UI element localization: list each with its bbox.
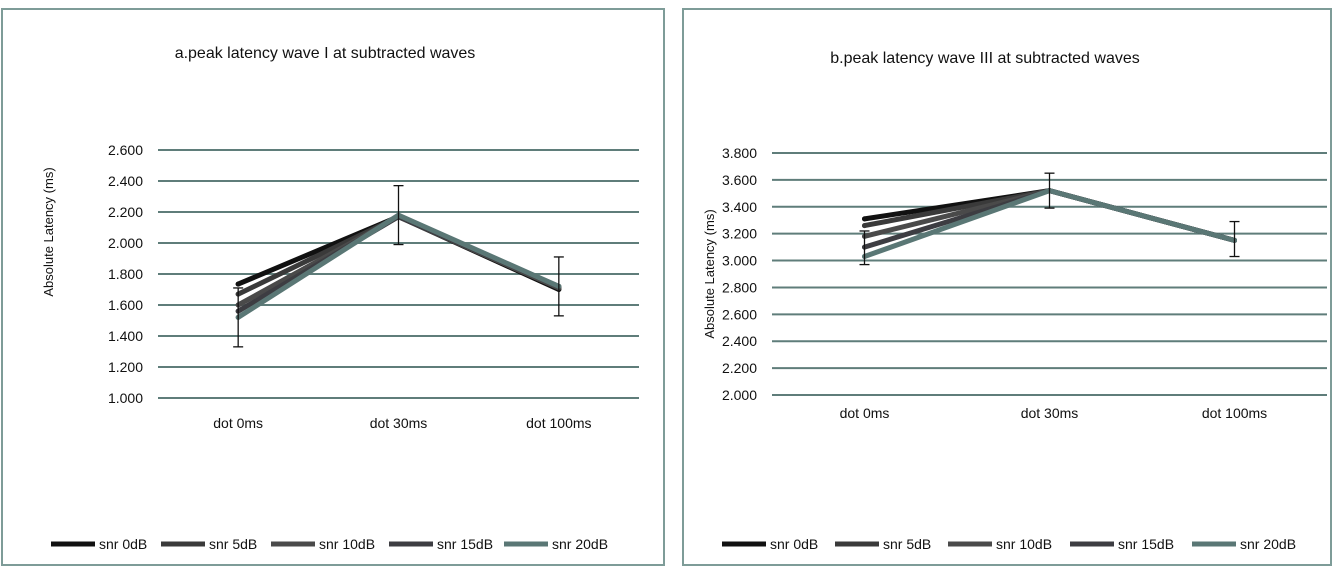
y-tick-label: 3.600 [722,172,757,188]
y-tick-label: 2.000 [108,235,143,251]
x-category-label: dot 0ms [213,415,263,431]
chart-title: a.peak latency wave I at subtracted wave… [175,45,476,62]
y-tick-label: 1.600 [108,297,143,313]
x-category-label: dot 30ms [370,415,428,431]
x-category-label: dot 30ms [1021,405,1079,421]
y-tick-label: 2.800 [722,279,757,295]
legend-label: snr 15dB [1118,536,1174,552]
x-category-label: dot 0ms [840,405,890,421]
y-tick-label: 2.200 [108,204,143,220]
legend-label: snr 20dB [552,536,608,552]
y-tick-label: 1.000 [108,390,143,406]
x-category-label: dot 100ms [526,415,591,431]
y-tick-label: 3.200 [722,226,757,242]
chart-svg-wave-iii: b.peak latency wave III at subtracted wa… [702,50,1327,552]
y-axis-label: Absolute Latency (ms) [702,209,717,338]
legend-label: snr 10dB [996,536,1052,552]
legend-label: snr 5dB [883,536,931,552]
legend-label: snr 5dB [209,536,257,552]
chart-title: b.peak latency wave III at subtracted wa… [830,50,1140,67]
legend-label: snr 0dB [99,536,147,552]
y-tick-label: 3.800 [722,145,757,161]
data-point [862,216,867,222]
legend-label: snr 15dB [437,536,493,552]
y-axis-label: Absolute Latency (ms) [41,167,56,296]
y-tick-label: 1.800 [108,266,143,282]
y-tick-label: 2.600 [108,142,143,158]
y-tick-label: 1.400 [108,328,143,344]
legend-label: snr 20dB [1240,536,1296,552]
x-category-label: dot 100ms [1202,405,1267,421]
chart-panel-wave-i: a.peak latency wave I at subtracted wave… [1,8,665,566]
y-tick-label: 3.400 [722,199,757,215]
legend-label: snr 0dB [770,536,818,552]
y-tick-label: 2.600 [722,306,757,322]
y-tick-label: 2.200 [722,360,757,376]
y-tick-label: 2.400 [722,333,757,349]
y-tick-label: 2.400 [108,173,143,189]
y-tick-label: 3.000 [722,253,757,269]
data-point [235,281,241,287]
data-point [862,223,867,229]
y-tick-label: 2.000 [722,387,757,403]
chart-svg-wave-i: a.peak latency wave I at subtracted wave… [41,45,639,552]
y-tick-label: 1.200 [108,359,143,375]
legend-label: snr 10dB [319,536,375,552]
chart-panel-wave-iii: b.peak latency wave III at subtracted wa… [682,8,1332,566]
